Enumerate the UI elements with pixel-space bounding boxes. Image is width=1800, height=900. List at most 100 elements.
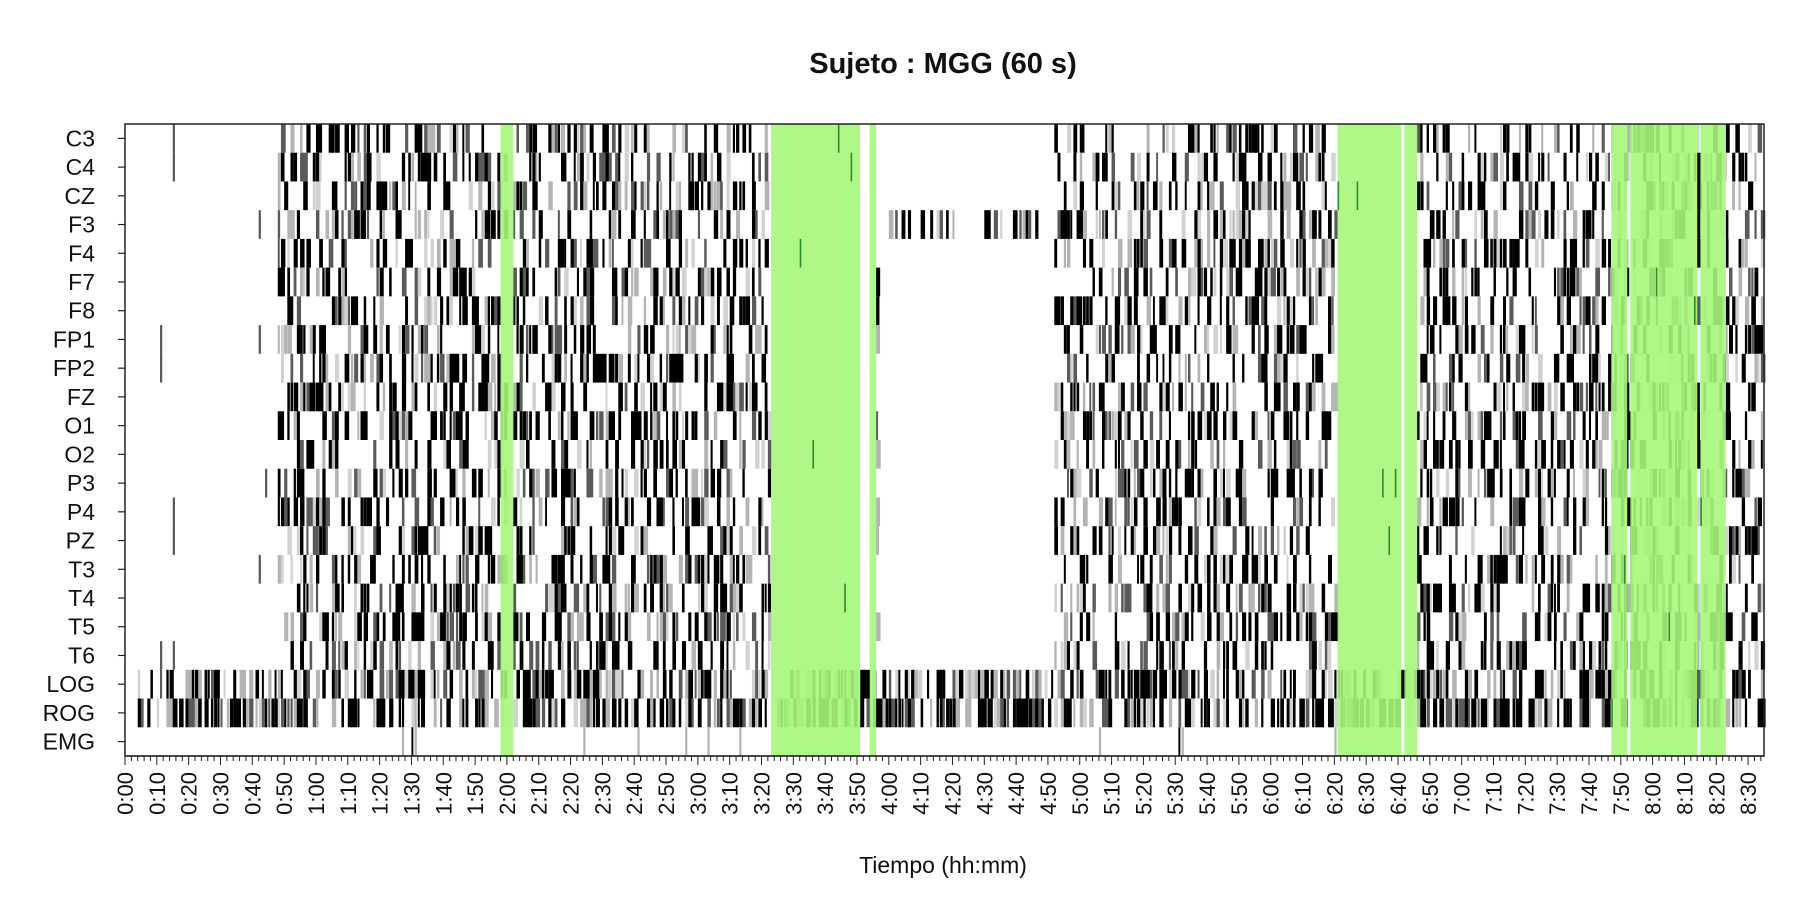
cell-mark	[1312, 698, 1315, 728]
cell-mark	[1732, 468, 1735, 498]
cell-mark	[1114, 669, 1119, 699]
x-tick-label: 0:50	[272, 772, 297, 815]
cell-mark	[723, 583, 728, 613]
cell-mark	[697, 583, 701, 613]
cell-mark	[287, 526, 292, 555]
cell-mark	[602, 353, 607, 383]
cell-mark	[1728, 267, 1733, 297]
cell-mark	[729, 325, 733, 354]
cell-mark	[309, 554, 313, 584]
cell-mark	[1114, 210, 1118, 239]
cell-mark	[1512, 526, 1516, 555]
cell-mark	[424, 296, 429, 326]
cell-mark	[602, 554, 607, 584]
cell-mark	[997, 698, 1001, 728]
cell-mark	[1242, 210, 1247, 239]
cell-mark	[1137, 353, 1140, 383]
cell-mark	[1187, 267, 1193, 297]
cell-mark	[414, 554, 419, 584]
cell-mark	[312, 497, 318, 527]
cell-mark	[490, 353, 496, 383]
sparse-mark	[265, 468, 268, 498]
cell-mark	[666, 238, 671, 268]
cell-mark	[1725, 612, 1731, 642]
cell-mark	[401, 669, 405, 699]
cell-mark	[1095, 468, 1099, 498]
x-tick-label: 7:40	[1577, 772, 1602, 815]
cell-mark	[1254, 267, 1260, 297]
cell-mark	[293, 411, 297, 440]
cell-mark	[707, 612, 712, 642]
cell-mark	[713, 612, 717, 642]
cell-mark	[1477, 583, 1482, 613]
cell-mark	[522, 468, 526, 498]
cell-mark	[1321, 698, 1325, 728]
cell-mark	[551, 669, 554, 699]
cell-mark	[1082, 497, 1088, 527]
cell-mark	[1140, 669, 1145, 699]
cell-mark	[1509, 238, 1513, 268]
cell-mark	[1089, 382, 1092, 412]
cell-mark	[344, 267, 348, 297]
cell-mark	[739, 411, 742, 440]
cell-mark	[697, 554, 701, 584]
x-tick-label: 4:50	[1036, 772, 1061, 815]
cell-mark	[1184, 554, 1189, 584]
cell-mark	[1436, 124, 1439, 153]
cell-mark	[1242, 152, 1247, 182]
cell-mark	[1117, 468, 1122, 498]
cell-mark	[1082, 411, 1087, 440]
cell-mark	[1127, 641, 1130, 670]
cell-mark	[417, 641, 421, 670]
cell-mark	[965, 698, 969, 728]
cell-mark	[659, 554, 664, 584]
cell-mark	[678, 210, 682, 239]
cell-mark	[551, 124, 555, 153]
cell-mark	[1327, 612, 1333, 642]
cell-mark	[516, 468, 520, 498]
cell-mark	[1273, 353, 1279, 383]
cell-mark	[338, 267, 341, 297]
cell-mark	[1458, 353, 1463, 383]
cell-mark	[1483, 641, 1487, 670]
cell-mark	[716, 554, 720, 584]
cell-mark	[557, 554, 562, 584]
cell-mark	[1159, 210, 1163, 239]
cell-mark	[1092, 641, 1098, 670]
cell-mark	[408, 554, 411, 584]
cell-mark	[605, 411, 611, 440]
cell-mark	[1480, 210, 1484, 239]
cell-mark	[1439, 583, 1443, 613]
cell-mark	[1426, 468, 1430, 498]
cell-mark	[417, 698, 420, 728]
cell-mark	[411, 152, 415, 182]
cell-mark	[1528, 267, 1532, 297]
cell-mark	[1423, 267, 1427, 297]
cell-mark	[1448, 698, 1453, 728]
sparse-mark	[739, 727, 742, 756]
cell-mark	[1296, 526, 1300, 555]
cell-mark	[1105, 497, 1109, 527]
cell-mark	[1299, 152, 1305, 182]
cell-mark	[1604, 698, 1609, 728]
cell-mark	[672, 267, 676, 297]
cell-mark	[303, 152, 308, 182]
cell-mark	[764, 124, 768, 153]
cell-mark	[1534, 612, 1539, 642]
sparse-mark	[258, 210, 261, 239]
cell-mark	[401, 554, 405, 584]
cell-mark	[1165, 382, 1170, 412]
cell-mark	[551, 440, 556, 469]
cell-mark	[1114, 468, 1118, 498]
cell-mark	[758, 152, 762, 182]
cell-mark	[1604, 411, 1609, 440]
cell-mark	[592, 554, 597, 584]
cell-mark	[1162, 526, 1165, 555]
cell-mark	[529, 468, 533, 498]
cell-mark	[1525, 382, 1529, 412]
cell-mark	[586, 152, 590, 182]
sparse-mark	[160, 641, 163, 670]
cell-mark	[1439, 497, 1442, 527]
cell-mark	[535, 641, 540, 670]
cell-mark	[666, 210, 669, 239]
